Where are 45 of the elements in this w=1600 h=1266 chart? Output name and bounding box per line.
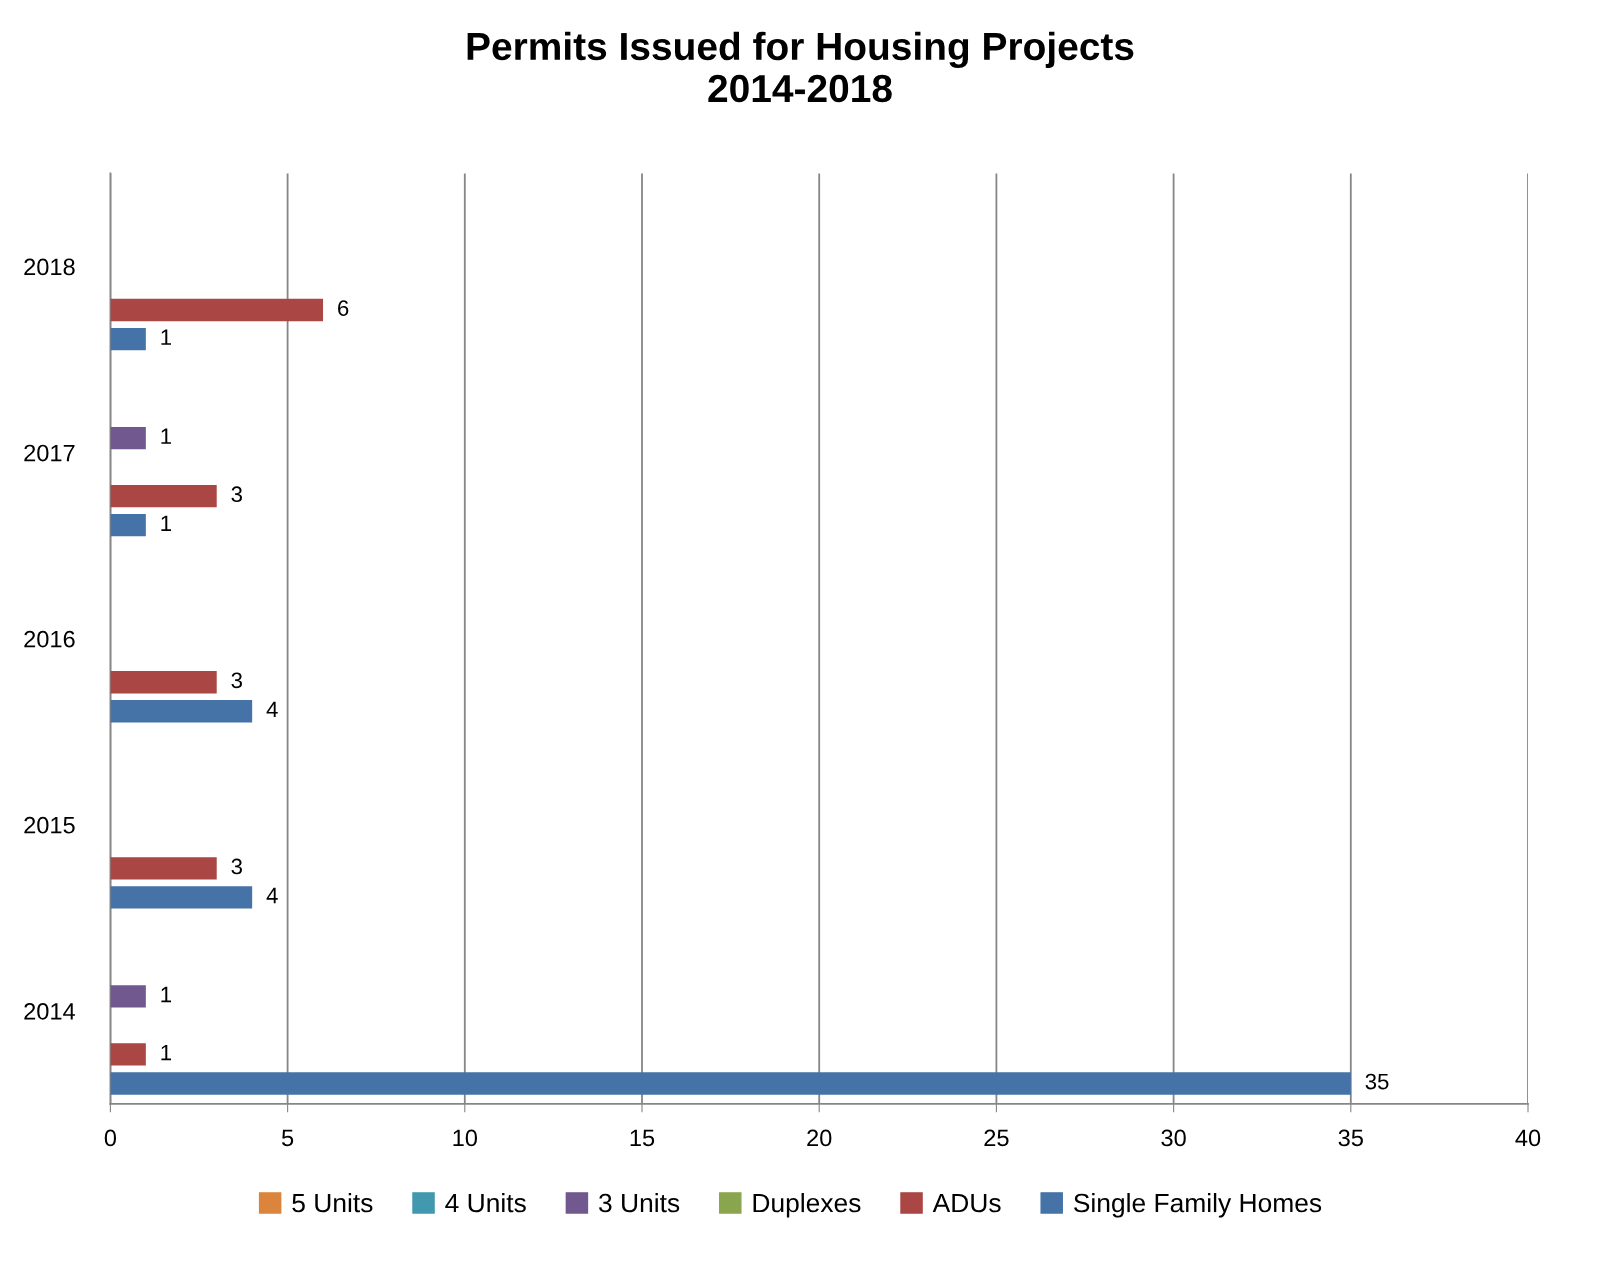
data-label: 4 xyxy=(266,701,278,718)
data-label: 6 xyxy=(338,300,349,317)
y-tick-label: 2018 xyxy=(24,258,75,276)
legend-label: 5 Units xyxy=(292,1192,373,1213)
legend-label: 4 Units xyxy=(445,1192,526,1213)
bar xyxy=(110,327,146,351)
x-tick-label: 15 xyxy=(630,1129,655,1147)
x-tick-label: 0 xyxy=(104,1129,117,1147)
x-tick-label: 20 xyxy=(807,1129,832,1147)
y-tick-label: 2014 xyxy=(24,1002,75,1020)
bar xyxy=(110,700,253,723)
bar xyxy=(110,857,217,880)
bar xyxy=(110,671,217,694)
legend-label: ADUs xyxy=(932,1193,1001,1213)
x-tick-label: 30 xyxy=(1161,1129,1186,1147)
data-label: 4 xyxy=(266,887,278,904)
data-label: 3 xyxy=(231,858,242,875)
legend-label: 3 Units xyxy=(599,1192,680,1213)
chart-title: Permits Issued for Housing Projects 2014-2018 xyxy=(467,31,1134,103)
bar xyxy=(110,1072,1351,1095)
bar xyxy=(110,298,324,322)
y-tick-label: 2015 xyxy=(24,816,75,834)
legend-label: Duplexes xyxy=(753,1192,861,1218)
x-tick-label: 25 xyxy=(984,1129,1009,1147)
data-label: 3 xyxy=(231,486,242,503)
x-tick-label: 40 xyxy=(1515,1129,1541,1147)
bar xyxy=(110,886,253,909)
bar xyxy=(110,426,146,450)
y-tick-label: 2016 xyxy=(24,630,75,648)
data-label: 3 xyxy=(231,672,242,689)
bar xyxy=(110,1043,146,1066)
y-tick-label: 2017 xyxy=(24,444,75,462)
x-tick-label: 5 xyxy=(281,1129,294,1147)
data-label: 1 xyxy=(161,329,171,345)
legend-label: Single Family Homes xyxy=(1074,1192,1322,1218)
data-label: 1 xyxy=(161,1044,171,1061)
bar xyxy=(110,985,146,1008)
data-label: 35 xyxy=(1365,1073,1389,1090)
data-label: 1 xyxy=(161,986,171,1003)
bar xyxy=(110,484,217,508)
bar xyxy=(110,514,146,537)
x-tick-label: 35 xyxy=(1338,1129,1363,1147)
data-label: 1 xyxy=(161,428,171,444)
data-label: 1 xyxy=(161,515,171,531)
x-tick-label: 10 xyxy=(453,1129,478,1147)
